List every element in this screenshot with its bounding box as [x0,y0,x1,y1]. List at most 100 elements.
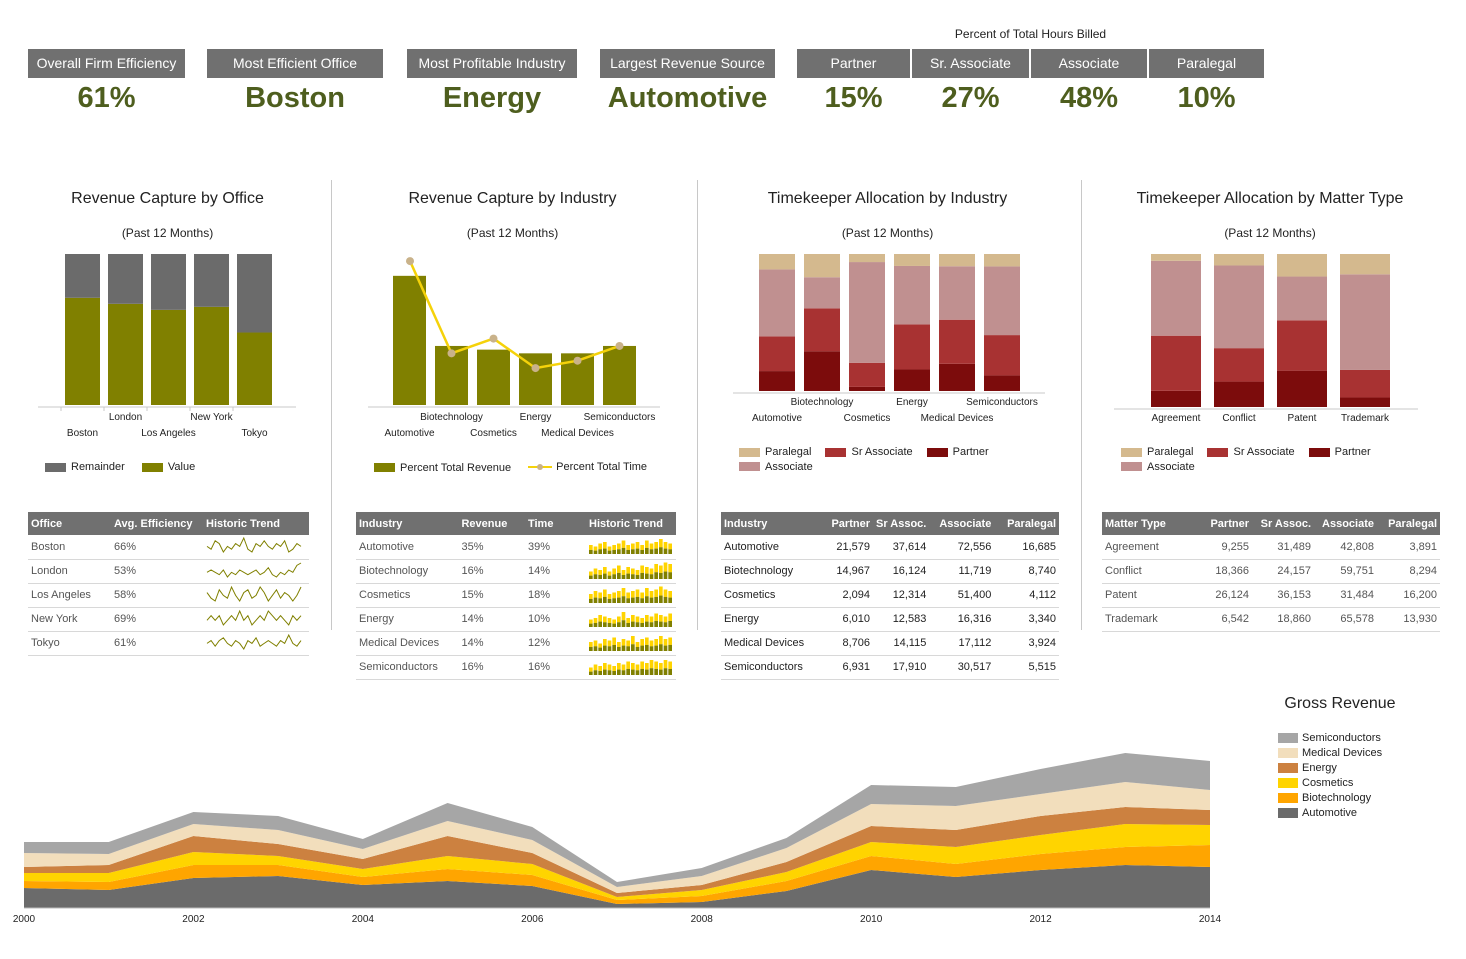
spark-bar-time [635,542,640,549]
panel-divider [1081,180,1082,630]
spark-bar-revenue [607,598,612,603]
x-tick-label: 2002 [182,914,205,925]
bar-remainder-tokyo [237,254,272,333]
legend-swatch [1278,747,1298,758]
table-row: London 53% [28,559,309,584]
bar-associate-automotive [759,269,795,337]
point-time-energy [531,364,540,373]
spark-bar-revenue [635,646,640,651]
spark-bar-time [589,667,593,672]
bar-associate-trademark [1340,274,1390,370]
spark-bar-revenue [649,667,654,675]
table-row: Semiconductors 6,931 17,910 30,517 5,515 [721,655,1059,680]
timekeeper-legend: Paralegal Sr Associate Partner Associate [739,445,1039,474]
spark-bar-time [617,590,621,598]
sparkline [589,635,672,651]
table-row: Tokyo 61% [28,631,309,656]
bar-remainder-new-york [194,254,229,307]
spark-bar-time [612,665,616,671]
spark-bar-revenue [593,669,598,675]
spark-bar-time [640,661,644,669]
spark-bar-time [593,590,598,598]
legend-item-time: Percent Total Time [528,460,647,474]
hours-header: Percent of Total Hours Billed [954,27,1107,41]
spark-bar-time [603,616,607,622]
spark-bar-revenue [621,595,626,603]
bar-partner-patent [1277,370,1327,407]
sparkline-trend [206,562,302,578]
spark-bar-revenue [598,670,602,675]
spark-bar-revenue [621,619,626,627]
bar-paralegal-energy [894,254,930,266]
spark-bar-revenue [640,622,644,627]
spark-bar-revenue [626,573,630,579]
spark-bar-time [649,616,654,622]
spark-bar-revenue [645,621,649,627]
x-tick-label: Tokyo [241,428,268,439]
bar-sr-associate-automotive [759,336,795,372]
legend-item-partner: Partner [926,445,989,459]
spark-bar-revenue [631,643,635,651]
spark-bar-revenue [645,548,649,555]
spark-bar-revenue [654,548,658,555]
spark-bar-revenue [603,548,607,555]
spark-bar-revenue [626,597,630,603]
spark-bar-revenue [635,596,640,603]
spark-bar-revenue [649,597,654,603]
spark-bar-revenue [621,669,626,675]
spark-bar-revenue [617,597,621,603]
x-tick-label: Automotive [752,413,802,424]
spark-bar-revenue [593,597,598,603]
bar-paralegal-trademark [1340,254,1390,275]
bar-associate-patent [1277,276,1327,321]
spark-bar-time [649,659,654,668]
legend-label: Medical Devices [1302,746,1383,759]
bar-paralegal-semiconductors [984,254,1020,267]
legend-item-remainder: Remainder [45,460,125,474]
spark-bar-revenue [603,621,607,627]
table-row: New York 69% [28,607,309,632]
spark-bar-time [607,546,612,551]
col-header: Partner [813,512,873,535]
bar-associate-conflict [1214,265,1264,349]
bar-partner-cosmetics [849,386,885,391]
spark-bar-time [631,635,635,644]
spark-bar-time [617,616,621,622]
x-tick-label: Conflict [1222,413,1256,424]
col-header: Avg. Efficiency [111,512,203,535]
spark-bar-time [621,540,626,549]
area-cosmetics [24,824,1210,900]
office-chart: Boston London Los Angeles New York Tokyo [38,254,296,439]
office-legend: Remainder Value [45,460,209,475]
spark-bar-revenue [631,669,635,675]
spark-bar-time [589,571,593,576]
spark-bar-time [598,665,602,671]
legend-label: Automotive [1302,806,1358,819]
x-tick-label: 2010 [860,914,883,925]
x-tick-label: Semiconductors [966,397,1038,408]
spark-bar-time [631,662,635,670]
spark-bar-revenue [654,571,658,579]
spark-bar-revenue [589,646,593,651]
matter-legend: Paralegal Sr Associate Partner Associate [1121,445,1421,474]
spark-bar-revenue [663,571,668,579]
spark-bar-time [649,568,654,574]
spark-bar-time [593,640,598,646]
legend-label: Cosmetics [1302,776,1354,789]
sparkline [589,562,672,579]
spark-bar-time [645,662,649,670]
x-tick-label: 2000 [13,914,36,925]
spark-bar-time [649,640,654,646]
gross-revenue-legend: Semiconductors Medical Devices Energy Cosme… [1278,730,1382,820]
spark-bar-revenue [668,620,672,627]
spark-bar-time [631,543,635,550]
spark-bar-revenue [621,548,626,555]
spark-bar-time [612,545,616,551]
x-tick-label: Biotechnology [791,397,854,408]
sparkline [589,539,672,555]
bar-revenue-semiconductors [603,345,636,405]
legend-item-value: Value [141,460,195,474]
spark-bar-time [659,539,663,548]
spark-bar-time [659,565,663,573]
